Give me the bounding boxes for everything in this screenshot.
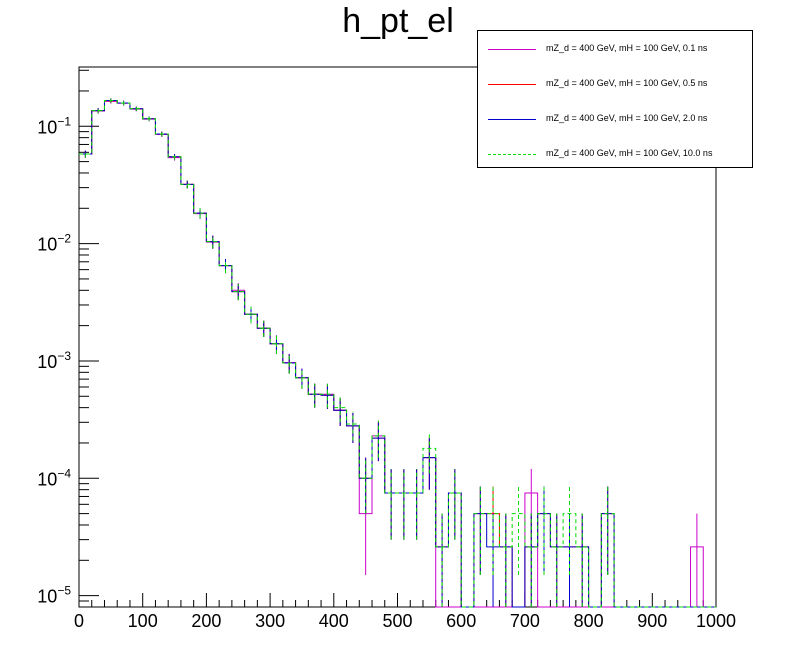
legend-entry: mZ_d = 400 GeV, mH = 100 GeV, 10.0 ns xyxy=(478,145,754,165)
x-tick-label: 1000 xyxy=(696,611,736,631)
x-tick-label: 500 xyxy=(382,611,412,631)
x-tick-label: 300 xyxy=(255,611,285,631)
x-tick-label: 700 xyxy=(510,611,540,631)
legend-entry: mZ_d = 400 GeV, mH = 100 GeV, 0.1 ns xyxy=(478,40,754,60)
legend-swatch xyxy=(488,49,536,50)
legend-label: mZ_d = 400 GeV, mH = 100 GeV, 0.1 ns xyxy=(546,43,708,53)
series-2-histogram xyxy=(79,99,716,608)
y-tick-label: 10−1 xyxy=(37,114,71,137)
y-tick-label: 10−2 xyxy=(37,232,71,255)
legend-swatch xyxy=(488,84,536,85)
x-tick-label: 400 xyxy=(319,611,349,631)
series-1-histogram xyxy=(79,100,716,608)
x-tick-label: 200 xyxy=(191,611,221,631)
y-tick-label: 10−4 xyxy=(37,466,71,489)
x-tick-label: 100 xyxy=(128,611,158,631)
x-tick-label: 600 xyxy=(446,611,476,631)
legend-label: mZ_d = 400 GeV, mH = 100 GeV, 10.0 ns xyxy=(546,148,713,158)
legend-swatch xyxy=(488,119,536,120)
legend: mZ_d = 400 GeV, mH = 100 GeV, 0.1 ns mZ_d… xyxy=(477,30,753,168)
legend-entry: mZ_d = 400 GeV, mH = 100 GeV, 2.0 ns xyxy=(478,110,754,130)
legend-label: mZ_d = 400 GeV, mH = 100 GeV, 2.0 ns xyxy=(546,113,708,123)
series-0-histogram xyxy=(79,100,716,608)
x-tick-label: 900 xyxy=(637,611,667,631)
y-tick-label: 10−3 xyxy=(37,349,71,372)
y-tick-label: 10−5 xyxy=(37,584,71,607)
legend-swatch xyxy=(488,154,536,155)
chart-title: h_pt_el xyxy=(342,2,454,40)
x-tick-label: 800 xyxy=(574,611,604,631)
x-tick-label: 0 xyxy=(74,611,84,631)
series-3-histogram xyxy=(79,99,716,608)
legend-label: mZ_d = 400 GeV, mH = 100 GeV, 0.5 ns xyxy=(546,78,708,88)
legend-entry: mZ_d = 400 GeV, mH = 100 GeV, 0.5 ns xyxy=(478,75,754,95)
